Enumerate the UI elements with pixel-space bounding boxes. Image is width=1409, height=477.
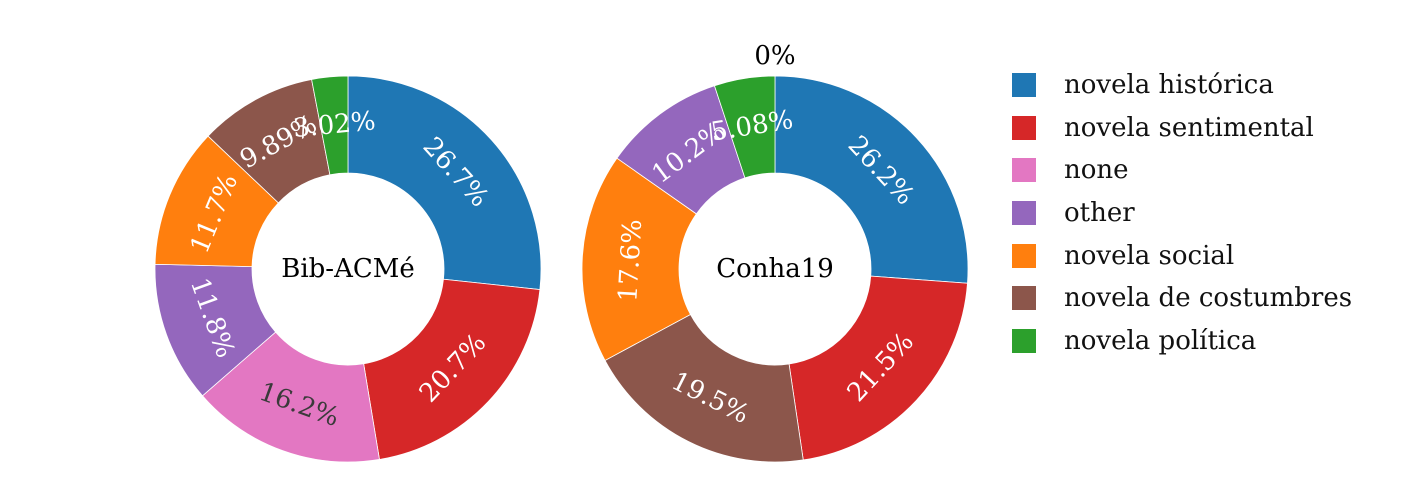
legend: novela histórica novela sentimental none… — [1012, 64, 1352, 362]
slice-novela-social — [581, 157, 697, 361]
legend-item-none: none — [1012, 149, 1352, 192]
slice-novela-sentimental — [363, 278, 541, 460]
legend-item-novela-historica: novela histórica — [1012, 64, 1352, 107]
slice-novela-historica — [347, 75, 542, 290]
legend-swatch — [1012, 328, 1036, 353]
legend-swatch — [1012, 115, 1036, 140]
donut-conha19: 26.2%21.5%19.5%17.6%10.2%5.08%0%Conha19 — [581, 41, 969, 463]
legend-swatch — [1012, 201, 1036, 226]
slice-label-none: 0% — [754, 41, 795, 71]
slice-novela-de-costumbres — [604, 313, 804, 463]
slice-label-novela-social: 17.6% — [613, 218, 648, 302]
donut-center-label: Conha19 — [716, 254, 834, 284]
legend-swatch — [1012, 158, 1036, 183]
slice-novela-politica — [311, 75, 349, 176]
slice-novela-politica — [713, 75, 776, 179]
donut-center-label: Bib-ACMé — [281, 254, 415, 284]
legend-item-other: other — [1012, 192, 1352, 235]
legend-label: novela social — [1064, 240, 1235, 271]
slice-novela-sentimental — [788, 275, 968, 461]
legend-label: novela política — [1064, 325, 1257, 356]
legend-swatch — [1012, 243, 1036, 268]
legend-swatch — [1012, 73, 1036, 98]
legend-item-novela-politica: novela política — [1012, 320, 1352, 363]
legend-label: novela histórica — [1064, 70, 1274, 101]
legend-item-novela-sentimental: novela sentimental — [1012, 107, 1352, 150]
legend-label: other — [1064, 198, 1135, 229]
legend-item-novela-social: novela social — [1012, 234, 1352, 277]
slice-none — [201, 331, 380, 463]
legend-label: novela de costumbres — [1064, 283, 1353, 314]
legend-label: none — [1064, 155, 1129, 186]
legend-swatch — [1012, 286, 1036, 311]
legend-item-novela-de-costumbres: novela de costumbres — [1012, 277, 1352, 320]
slice-novela-historica — [774, 75, 969, 284]
legend-label: novela sentimental — [1064, 112, 1314, 143]
donut-bib-acme: 26.7%20.7%16.2%11.8%11.7%9.89%3.02%Bib-A… — [154, 75, 542, 463]
